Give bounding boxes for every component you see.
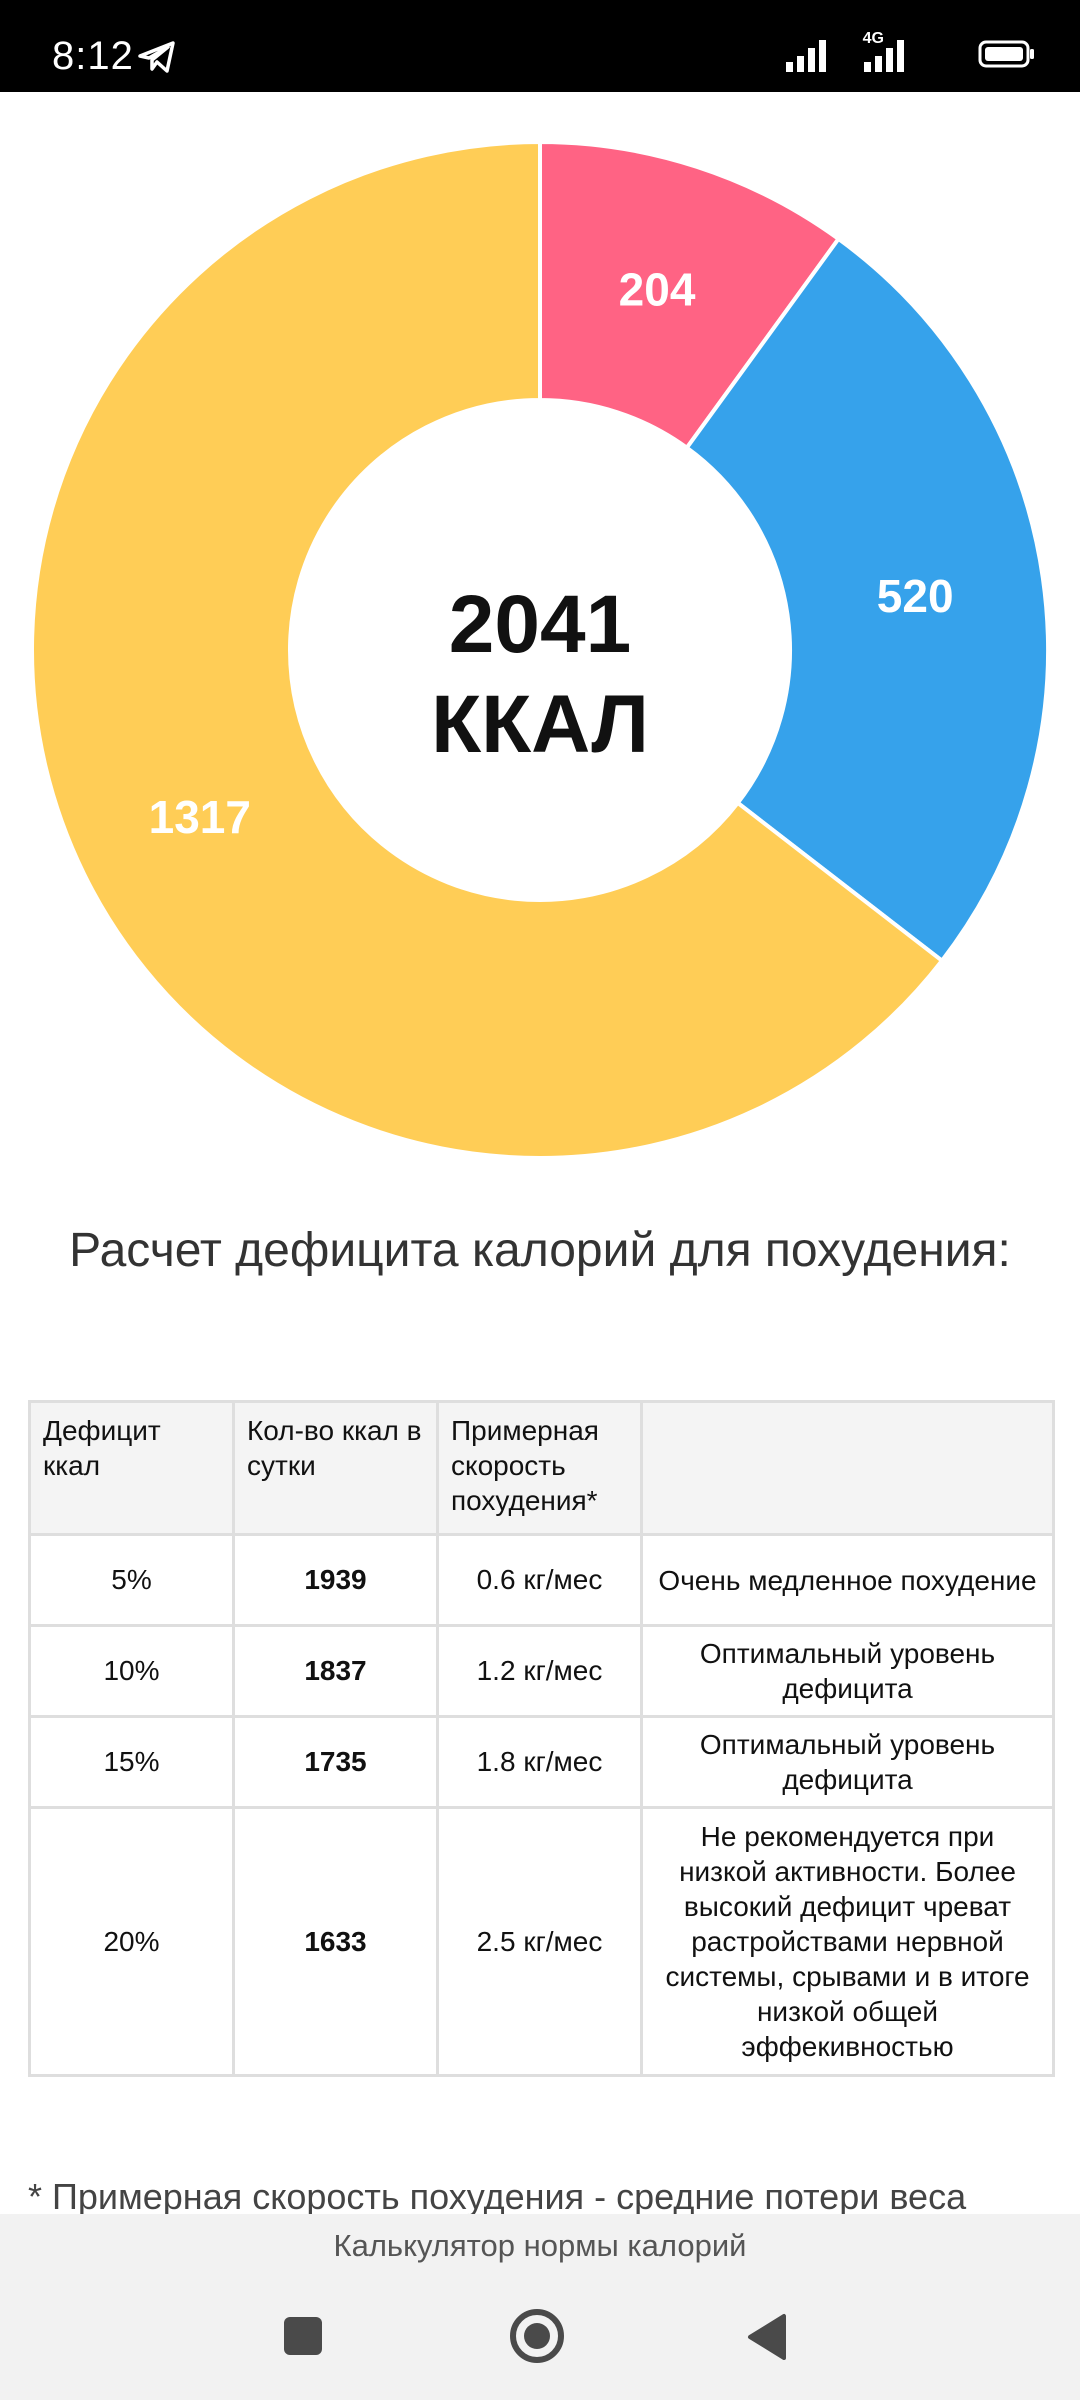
- cell-kcal: 1837: [232, 1624, 439, 1718]
- cell-note: Не рекомендуется при низкой активности. …: [640, 1806, 1055, 2077]
- calorie-donut-chart: 204 520 1317 2041 ККАЛ: [30, 139, 1050, 1160]
- battery-icon: [978, 40, 1034, 68]
- donut-slice-1317: [30, 139, 945, 1160]
- telegram-icon: [138, 41, 175, 73]
- cell-speed: 1.8 кг/мес: [436, 1715, 643, 1809]
- recents-square-icon[interactable]: [284, 2317, 322, 2355]
- table-row: 20% 1633 2.5 кг/мес Не рекомендуется при…: [28, 1806, 1055, 2077]
- header-note: [640, 1400, 1055, 1536]
- center-value: 2041: [449, 579, 631, 670]
- cell-deficit: 15%: [28, 1715, 235, 1809]
- table-row: 15% 1735 1.8 кг/мес Оптимальный уровень …: [28, 1715, 1055, 1809]
- network-type: 4G: [862, 30, 884, 47]
- table-row: 10% 1837 1.2 кг/мес Оптимальный уровень …: [28, 1624, 1055, 1718]
- cell-kcal: 1735: [232, 1715, 439, 1809]
- header-deficit: Дефицит ккал: [28, 1400, 235, 1536]
- donut-svg: 204 520 1317 2041 ККАЛ: [30, 139, 1050, 1160]
- cell-speed: 1.2 кг/мес: [436, 1624, 643, 1718]
- header-kcal: Кол-во ккал в сутки: [232, 1400, 439, 1536]
- cell-note: Оптимальный уровень дефицита: [640, 1715, 1055, 1809]
- bottom-bar: Калькулятор нормы калорий: [0, 2214, 1080, 2400]
- cell-kcal: 1633: [232, 1806, 439, 2077]
- cell-speed: 0.6 кг/мес: [436, 1533, 643, 1627]
- cell-note: Оптимальный уровень дефицита: [640, 1624, 1055, 1718]
- signal-icon: [786, 40, 826, 72]
- cell-note: Очень медленное похудение: [640, 1533, 1055, 1627]
- home-circle-icon[interactable]: [507, 2306, 567, 2366]
- app-title: Калькулятор нормы калорий: [333, 2228, 747, 2263]
- cell-deficit: 20%: [28, 1806, 235, 2077]
- slice-label: 204: [619, 264, 696, 316]
- footnote: * Примерная скорость похудения - средние…: [28, 2176, 967, 2214]
- table-row: 5% 1939 0.6 кг/мес Очень медленное похуд…: [28, 1533, 1055, 1627]
- center-unit: ККАЛ: [431, 679, 649, 770]
- status-time: 8:12: [52, 34, 134, 78]
- back-triangle-icon[interactable]: [744, 2312, 790, 2362]
- table-header-row: Дефицит ккал Кол-во ккал в сутки Примерн…: [28, 1400, 1055, 1536]
- deficit-table: Дефицит ккал Кол-во ккал в сутки Примерн…: [28, 1400, 1055, 2077]
- donut-slice-204: [538, 139, 842, 451]
- cell-deficit: 5%: [28, 1533, 235, 1627]
- header-speed: Примерная скорость похудения*: [436, 1400, 643, 1536]
- cell-kcal: 1939: [232, 1533, 439, 1627]
- donut-slice-520: [684, 236, 1050, 964]
- cell-speed: 2.5 кг/мес: [436, 1806, 643, 2077]
- slice-label: 520: [877, 570, 954, 622]
- status-bar: 8:12 4G: [0, 0, 1080, 92]
- cell-deficit: 10%: [28, 1624, 235, 1718]
- page-heading: Расчет дефицита калорий для похудения:: [69, 1224, 1011, 1277]
- signal-icon: [864, 40, 904, 72]
- slice-label: 1317: [149, 791, 251, 843]
